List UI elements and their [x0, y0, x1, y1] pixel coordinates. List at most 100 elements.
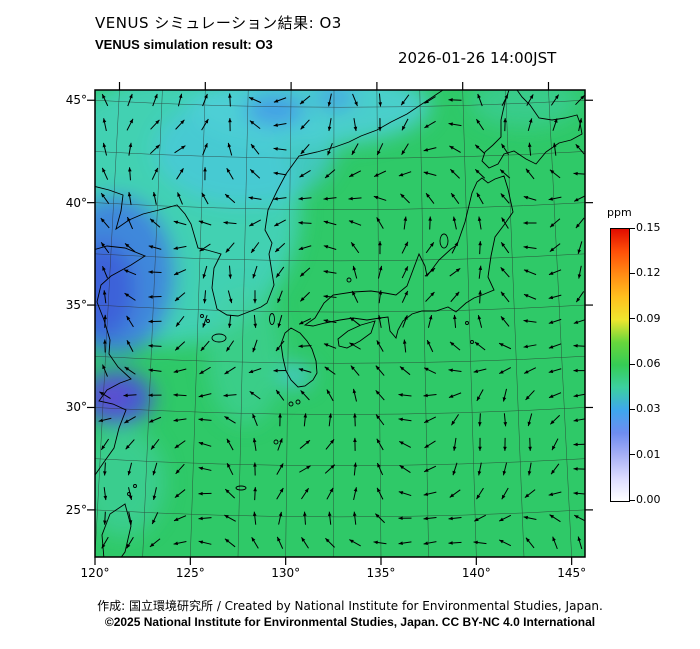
wind-arrow-head	[423, 393, 428, 398]
coastline-china-east	[95, 245, 146, 476]
wind-vector-arrows	[98, 93, 585, 550]
wind-arrow-head	[473, 369, 479, 373]
wind-arrow-head	[352, 290, 356, 296]
wind-arrow-head	[273, 196, 278, 201]
island-okinawa	[235, 485, 247, 491]
lat-tick-label: 45°	[65, 93, 87, 108]
wind-arrow-head	[279, 463, 284, 468]
wind-arrow-head	[478, 265, 483, 271]
wind-arrow-head	[478, 446, 482, 451]
wind-arrow-head	[448, 394, 454, 398]
wind-arrow-head	[501, 143, 506, 149]
wind-arrow-head	[102, 364, 106, 370]
wind-arrow-head	[249, 222, 254, 227]
coastlines	[95, 90, 583, 557]
wind-arrow-head	[404, 290, 408, 296]
wind-arrow-head	[504, 94, 508, 99]
wind-arrow-head	[102, 94, 106, 99]
parallel-line	[95, 99, 585, 108]
wind-arrow-head	[351, 242, 356, 247]
wind-arrow-head	[455, 291, 460, 297]
wind-arrow-head	[402, 339, 407, 344]
colorbar-tick-label: 0.06	[636, 357, 661, 370]
wind-arrow-head	[102, 142, 107, 148]
wind-arrow-head	[403, 216, 408, 221]
wind-arrow-head	[353, 413, 357, 418]
wind-arrow-head	[251, 144, 255, 149]
wind-arrow-head	[277, 323, 282, 328]
wind-arrow-head	[376, 217, 381, 222]
wind-arrow-head	[252, 413, 256, 419]
wind-arrow-head	[226, 168, 231, 173]
wind-arrow-head	[573, 393, 578, 398]
wind-arrow-head	[273, 368, 278, 373]
wind-arrow-head	[503, 422, 508, 427]
wind-arrow-head	[202, 273, 207, 279]
o3-low-patch	[95, 383, 127, 409]
axis-ticks	[87, 82, 593, 565]
wind-arrow-head	[180, 145, 186, 150]
wind-arrow-head	[328, 413, 333, 418]
wind-arrow-head	[300, 100, 305, 105]
wind-arrow-head	[500, 316, 505, 321]
wind-arrow-head	[404, 241, 408, 247]
o3-low-patch	[95, 242, 135, 338]
wind-arrow-head	[552, 445, 556, 451]
wind-arrow-head	[476, 119, 481, 124]
wind-arrow-head	[330, 439, 335, 444]
wind-arrow-head	[302, 511, 307, 516]
wind-arrow-head	[304, 488, 309, 493]
island-jeju	[211, 333, 227, 343]
island	[465, 321, 469, 325]
wind-arrow-head	[148, 319, 153, 324]
wind-arrow-head	[323, 270, 328, 274]
colorbar-tick	[630, 227, 635, 229]
wind-arrow-head	[173, 220, 179, 225]
o3-field-patches	[95, 90, 580, 537]
wind-arrow-head	[352, 265, 357, 271]
wind-arrow-head	[401, 150, 406, 155]
wind-arrow-head	[173, 418, 178, 422]
wind-arrow-head	[228, 118, 232, 123]
wind-arrow-head	[448, 98, 453, 102]
wind-arrow-head	[123, 393, 128, 398]
wind-arrow-head	[173, 541, 179, 546]
wind-arrow-head	[323, 319, 329, 323]
lat-tick-label: 35°	[65, 298, 87, 313]
wind-arrow-head	[225, 489, 230, 494]
wind-arrow-head	[127, 191, 132, 197]
wind-arrow-head	[128, 520, 133, 525]
wind-arrow-head	[248, 196, 253, 200]
wind-arrow-head	[127, 217, 131, 222]
wind-arrow-head	[148, 245, 154, 249]
wind-arrow-head	[298, 344, 303, 348]
wind-arrow-head	[325, 538, 330, 543]
wind-arrow-head	[549, 169, 555, 174]
wind-arrow-head	[423, 516, 428, 521]
wind-arrow-head	[375, 365, 380, 370]
wind-arrow-head	[400, 193, 405, 199]
wind-arrow-head	[275, 346, 280, 352]
wind-arrow-head	[279, 438, 283, 443]
wind-arrow-head	[580, 95, 585, 100]
wind-arrow-head	[430, 268, 436, 273]
wind-arrow-head	[155, 119, 160, 125]
wind-arrow-head	[352, 388, 357, 394]
parallel-line	[95, 509, 585, 518]
wind-arrow-head	[404, 315, 408, 320]
colorbar	[610, 228, 630, 502]
meridian-line	[142, 90, 163, 557]
wind-arrow-head	[176, 322, 180, 327]
wind-arrow-head	[198, 516, 203, 521]
wind-arrow-head	[353, 437, 357, 443]
wind-arrow-head	[377, 315, 382, 320]
wind-arrow-head	[378, 102, 383, 107]
wind-arrow-head	[149, 542, 155, 547]
wind-arrow-head	[503, 446, 507, 451]
wind-arrow-head	[349, 539, 354, 544]
wind-arrow-head	[573, 418, 578, 423]
wind-arrow-head	[351, 150, 356, 155]
wind-arrow-head	[102, 290, 107, 295]
wind-arrow-head	[353, 126, 358, 132]
lon-tick-label: 140°	[461, 566, 491, 580]
